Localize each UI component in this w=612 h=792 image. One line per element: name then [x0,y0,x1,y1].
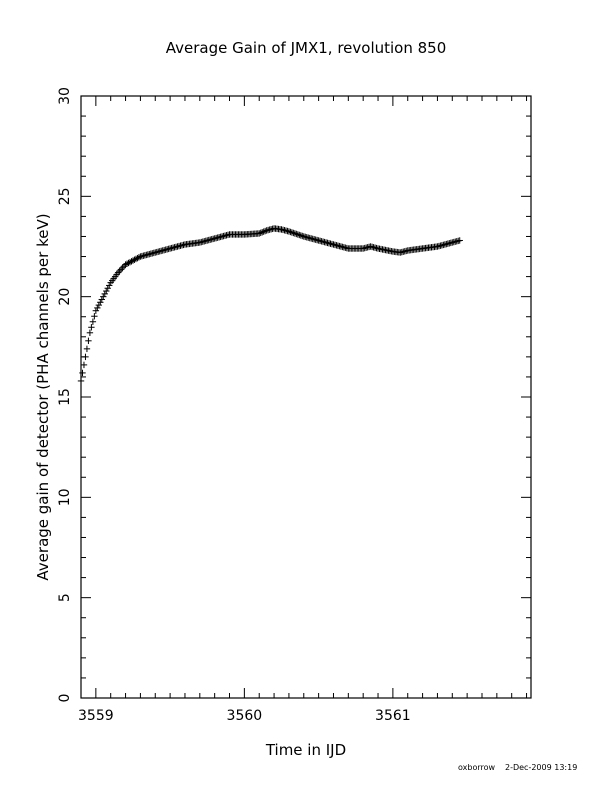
x-axis-label: Time in IJD [265,741,346,759]
data-point [291,230,299,237]
data-point [294,231,302,238]
data-point [129,257,137,264]
data-point [287,228,294,236]
data-point [79,369,86,377]
data-point [132,255,140,263]
data-point [86,329,94,336]
data-points [77,225,463,385]
data-point [126,258,134,266]
y-tick-label: 0 [57,694,73,703]
y-tick-label: 30 [57,87,73,105]
data-point [288,229,296,236]
data-point [82,353,89,361]
data-point [77,377,85,385]
data-point [293,230,300,238]
data-point [89,318,97,325]
data-point [94,304,101,312]
x-tick-label: 3559 [78,708,114,724]
y-tick-label: 20 [57,288,73,306]
data-point [261,227,269,235]
data-point [104,285,111,292]
data-point [101,290,108,298]
y-tick-label: 15 [57,388,73,406]
y-tick-label: 10 [57,488,73,506]
axes: 0 5 10 15 20 25 30 3559 3560 3561 [57,87,531,724]
footer-user: oxborrow [458,763,496,772]
data-point [257,229,264,237]
data-point [123,260,131,267]
plot-frame [80,95,532,699]
footer-timestamp: 2-Dec-2009 13:19 [505,763,577,772]
data-point [135,254,143,261]
data-point [456,237,463,244]
data-point [134,254,141,262]
data-point [131,256,138,263]
data-point [258,229,266,236]
data-point [285,228,293,235]
data-point [299,232,306,240]
data-point [100,293,107,300]
data-point [128,258,135,265]
data-point [119,264,126,271]
data-point [95,301,103,309]
data-point [260,228,267,235]
chart-title: Average Gain of JMX1, revolution 850 [166,39,447,57]
data-point [92,307,100,314]
x-tick-label: 3561 [375,708,411,724]
data-point [98,296,105,303]
data-point [296,231,303,239]
data-point [114,269,122,276]
data-point [106,282,113,289]
data-point [91,313,98,320]
data-point [297,232,305,239]
data-point [83,345,91,353]
data-point [117,266,125,273]
data-point [97,299,104,306]
data-point [116,267,123,275]
data-point [88,324,95,331]
y-axis-label: Average gain of detector (PHA channels p… [34,213,52,580]
data-point [80,361,88,369]
data-point [256,230,263,237]
data-point [125,259,132,267]
data-point [290,229,297,237]
data-point [122,261,129,268]
y-tick-label: 25 [57,187,73,205]
y-tick-label: 5 [57,593,73,602]
data-point [85,337,92,345]
data-point [103,287,110,295]
x-tick-label: 3560 [227,708,263,724]
